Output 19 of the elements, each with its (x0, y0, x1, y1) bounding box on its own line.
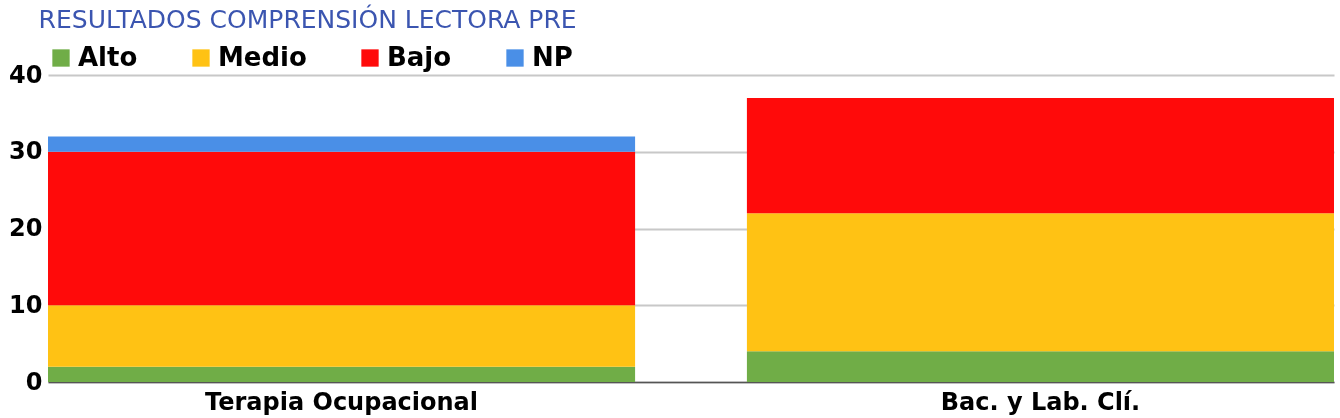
bar (48, 305, 636, 367)
chart-title: RESULTADOS COMPRENSIÓN LECTORA PRE (38, 4, 577, 34)
bar (746, 98, 1334, 214)
y-tick-label: 40 (9, 60, 43, 89)
legend-label: NP (532, 42, 573, 72)
bar (48, 151, 636, 306)
bar (746, 351, 1334, 382)
bar (48, 136, 636, 152)
y-tick-label: 10 (9, 290, 43, 319)
x-tick-label: Bac. y Lab. Clí. (940, 387, 1141, 416)
y-tick-label: 0 (25, 367, 43, 396)
bar (48, 366, 636, 382)
y-tick-label: 20 (9, 214, 43, 242)
y-tick-label: 30 (9, 137, 43, 166)
legend-label: Medio (218, 42, 307, 72)
x-tick-label: Terapia Ocupacional (205, 387, 479, 416)
legend-label: Alto (78, 42, 138, 72)
bar (746, 213, 1334, 352)
legend-label: Bajo (387, 42, 452, 72)
